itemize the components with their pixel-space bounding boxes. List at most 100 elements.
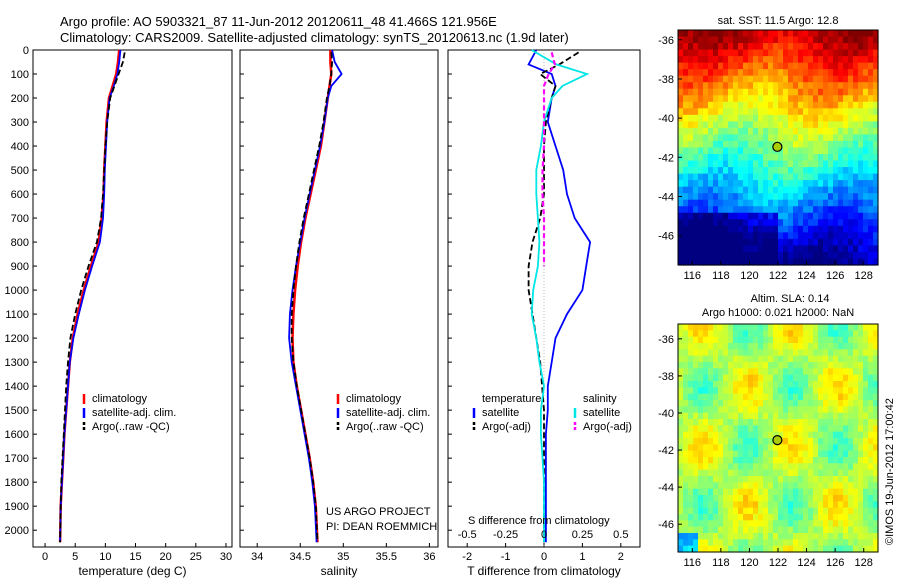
heatmap-cell xyxy=(758,336,764,344)
heatmap-cell xyxy=(698,49,704,57)
heatmap-cell xyxy=(863,173,869,181)
heatmap-cell xyxy=(683,488,689,496)
heatmap-cell xyxy=(743,476,749,483)
heatmap-cell xyxy=(783,355,789,363)
heatmap-cell xyxy=(838,425,844,433)
heatmap-cell xyxy=(683,245,689,253)
heatmap-cell xyxy=(763,355,769,363)
heatmap-cell xyxy=(833,134,839,142)
heatmap-cell xyxy=(798,374,804,382)
heatmap-cell xyxy=(858,193,864,201)
heatmap-cell xyxy=(853,419,859,426)
heatmap-cell xyxy=(863,419,869,426)
heatmap-cell xyxy=(828,114,834,122)
heatmap-cell xyxy=(713,82,719,90)
heatmap-cell xyxy=(683,134,689,142)
heatmap-cell xyxy=(853,336,859,344)
heatmap-cell xyxy=(788,206,794,214)
heatmap-cell xyxy=(838,495,844,502)
heatmap-cell xyxy=(728,368,734,376)
heatmap-cell xyxy=(833,526,839,534)
heatmap-cell xyxy=(793,121,799,129)
heatmap-cell xyxy=(833,88,839,96)
heatmap-cell xyxy=(678,507,684,515)
heatmap-cell xyxy=(818,180,824,188)
heatmap-cell xyxy=(803,539,809,547)
heatmap-cell xyxy=(798,400,804,407)
heatmap-cell xyxy=(803,101,809,109)
heatmap-cell xyxy=(813,324,819,331)
heatmap-cell xyxy=(688,438,694,445)
heatmap-cell xyxy=(718,406,724,414)
heatmap-cell xyxy=(828,438,834,445)
heatmap-cell xyxy=(703,400,709,407)
heatmap-cell xyxy=(818,362,824,369)
heatmap-cell xyxy=(723,406,729,414)
heatmap-cell xyxy=(698,495,704,502)
heatmap-cell xyxy=(758,82,764,90)
heatmap-cell xyxy=(758,457,764,464)
heatmap-cell xyxy=(828,457,834,464)
heatmap-cell xyxy=(683,336,689,344)
heatmap-cell xyxy=(783,147,789,155)
heatmap-cell xyxy=(773,450,779,458)
heatmap-cell xyxy=(738,488,744,496)
heatmap-cell xyxy=(848,88,854,96)
heatmap-cell xyxy=(778,199,784,207)
heatmap-cell xyxy=(703,30,709,38)
heatmap-cell xyxy=(748,186,754,194)
heatmap-cell xyxy=(798,533,804,540)
heatmap-cell xyxy=(818,419,824,426)
heatmap-cell xyxy=(803,343,809,350)
heatmap-cell xyxy=(763,180,769,188)
heatmap-cell xyxy=(758,520,764,528)
heatmap-cell xyxy=(718,225,724,233)
heatmap-cell xyxy=(698,431,704,439)
heatmap-cell xyxy=(788,49,794,57)
heatmap-cell xyxy=(758,444,764,452)
heatmap-cell xyxy=(768,450,774,458)
heatmap-cell xyxy=(833,520,839,528)
heatmap-cell xyxy=(863,526,869,534)
heatmap-cell xyxy=(703,75,709,83)
heatmap-cell xyxy=(838,173,844,181)
heatmap-cell xyxy=(803,49,809,57)
heatmap-cell xyxy=(753,349,759,357)
heatmap-cell xyxy=(753,488,759,496)
heatmap-cell xyxy=(738,387,744,395)
heatmap-cell xyxy=(688,533,694,540)
heatmap-cell xyxy=(698,501,704,509)
heatmap-cell xyxy=(753,476,759,483)
heatmap-cell xyxy=(873,514,879,521)
heatmap-cell xyxy=(698,450,704,458)
heatmap-cell xyxy=(833,438,839,445)
heatmap-cell xyxy=(853,425,859,433)
heatmap-cell xyxy=(798,232,804,240)
heatmap-cell xyxy=(853,444,859,452)
heatmap-cell xyxy=(833,121,839,129)
heatmap-cell xyxy=(693,381,699,388)
heatmap-cell xyxy=(858,30,864,38)
heatmap-cell xyxy=(708,160,714,168)
heatmap-cell xyxy=(733,514,739,521)
heatmap-cell xyxy=(678,476,684,483)
heatmap-cell xyxy=(763,30,769,38)
heatmap-cell xyxy=(788,140,794,149)
heatmap-cell xyxy=(863,533,869,540)
heatmap-cell xyxy=(733,258,739,266)
heatmap-cell xyxy=(813,75,819,83)
heatmap-cell xyxy=(728,147,734,155)
heatmap-cell xyxy=(738,355,744,363)
heatmap-cell xyxy=(793,114,799,122)
heatmap-cell xyxy=(743,193,749,201)
heatmap-cell xyxy=(773,121,779,129)
heatmap-cell xyxy=(863,251,869,260)
heatmap-cell xyxy=(793,30,799,38)
heatmap-cell xyxy=(753,134,759,142)
heatmap-cell xyxy=(843,533,849,540)
heatmap-cell xyxy=(843,173,849,181)
heatmap-cell xyxy=(823,251,829,260)
heatmap-cell xyxy=(763,101,769,109)
heatmap-cell xyxy=(858,88,864,96)
heatmap-cell xyxy=(873,444,879,452)
